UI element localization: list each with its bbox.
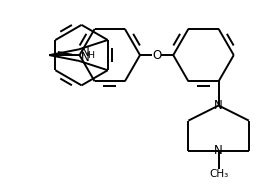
Text: N: N	[81, 51, 89, 64]
Text: N: N	[81, 46, 90, 59]
Text: H: H	[87, 51, 94, 60]
Text: N: N	[214, 144, 223, 157]
Text: N: N	[214, 99, 223, 112]
Text: CH₃: CH₃	[209, 169, 228, 179]
Text: O: O	[152, 49, 161, 62]
